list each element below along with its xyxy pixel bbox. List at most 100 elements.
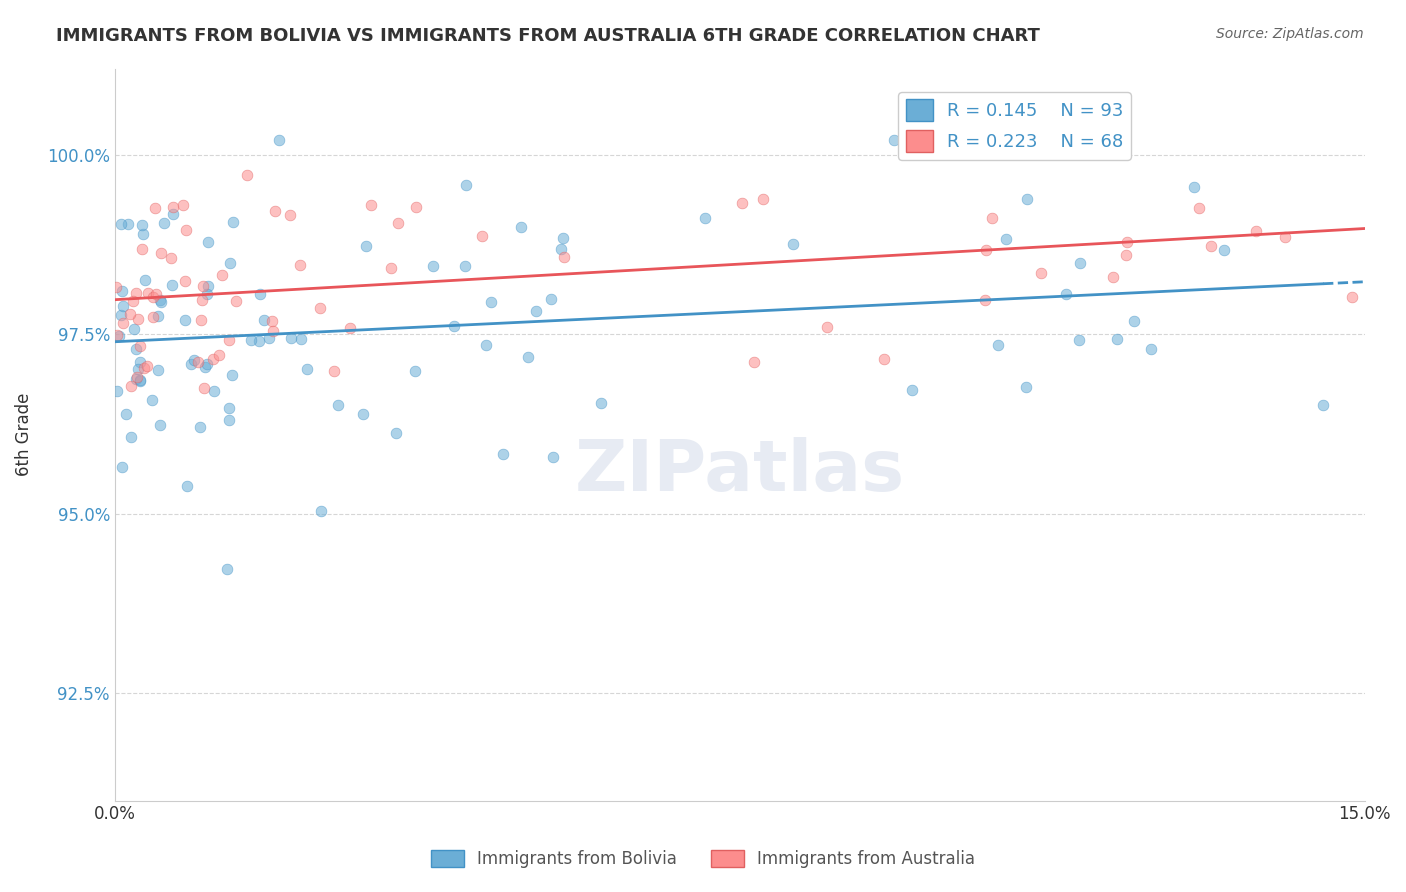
Australia [207,348,229,362]
Australia [981,211,1004,225]
Bolivia [541,450,564,465]
Bolivia [194,359,217,374]
Bolivia [589,395,612,409]
Australia [1029,266,1052,280]
Bolivia [122,322,145,336]
Bolivia [134,273,156,287]
Bolivia [280,331,302,345]
Bolivia [492,448,515,462]
Australia [142,290,165,304]
Bolivia [239,333,262,347]
Australia [553,250,575,264]
Bolivia [422,260,444,274]
Bolivia [110,308,132,322]
Australia [263,203,285,218]
Bolivia [195,357,218,371]
Australia [125,286,148,301]
Bolivia [129,373,152,387]
Text: Source: ZipAtlas.com: Source: ZipAtlas.com [1216,27,1364,41]
Bolivia [1182,180,1205,194]
Australia [263,324,285,338]
Australia [191,293,214,307]
Australia [218,333,240,347]
Bolivia [176,479,198,493]
Australia [1101,269,1123,284]
Bolivia [404,364,426,378]
Bolivia [141,393,163,408]
Australia [190,313,212,327]
Australia [751,192,773,206]
Bolivia [1054,287,1077,301]
Bolivia [249,287,271,301]
Text: IMMIGRANTS FROM BOLIVIA VS IMMIGRANTS FROM AUSTRALIA 6TH GRADE CORRELATION CHART: IMMIGRANTS FROM BOLIVIA VS IMMIGRANTS FR… [56,27,1040,45]
Australia [278,209,301,223]
Bolivia [125,343,148,357]
Australia [1187,201,1209,215]
Bolivia [290,332,312,346]
Bolivia [128,355,150,369]
Australia [1201,239,1223,253]
Australia [162,200,184,214]
Bolivia [120,430,142,444]
Australia [323,364,346,378]
Bolivia [782,237,804,252]
Australia [135,359,157,373]
Bolivia [146,363,169,377]
Australia [974,243,997,257]
Bolivia [1123,314,1146,328]
Australia [225,294,247,309]
Bolivia [540,293,562,307]
Australia [471,229,494,244]
Bolivia [195,286,218,301]
Bolivia [693,211,716,225]
Bolivia [125,371,148,385]
Bolivia [1212,244,1234,258]
Australia [262,314,284,328]
Australia [339,321,361,335]
Bolivia [108,329,131,343]
Bolivia [222,215,245,229]
Bolivia [162,207,184,221]
Bolivia [517,351,540,365]
Australia [131,242,153,256]
Australia [815,320,838,334]
Bolivia [149,417,172,432]
Bolivia [311,504,333,518]
Bolivia [510,220,533,235]
Bolivia [131,218,153,232]
Bolivia [1067,333,1090,347]
Australia [1274,229,1296,244]
Bolivia [146,310,169,324]
Australia [290,258,312,272]
Bolivia [551,231,574,245]
Bolivia [352,408,374,422]
Bolivia [117,217,139,231]
Bolivia [215,562,238,576]
Bolivia [385,426,408,441]
Bolivia [454,259,477,273]
Australia [187,355,209,369]
Australia [201,351,224,366]
Australia [1246,224,1268,238]
Bolivia [1139,342,1161,356]
Bolivia [479,294,502,309]
Bolivia [1069,255,1091,269]
Bolivia [257,330,280,344]
Bolivia [443,318,465,333]
Australia [915,143,938,157]
Australia [105,280,128,294]
Bolivia [1107,332,1129,346]
Australia [742,354,765,368]
Australia [127,311,149,326]
Australia [121,294,143,309]
Bolivia [524,303,547,318]
Bolivia [247,334,270,349]
Bolivia [160,277,183,292]
Bolivia [183,352,205,367]
Bolivia [995,232,1018,246]
Bolivia [111,285,134,299]
Australia [173,274,195,288]
Bolivia [111,459,134,474]
Legend: Immigrants from Bolivia, Immigrants from Australia: Immigrants from Bolivia, Immigrants from… [425,843,981,875]
Bolivia [1015,380,1038,394]
